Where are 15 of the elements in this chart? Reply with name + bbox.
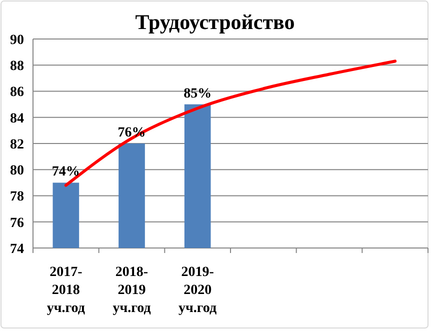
y-tick-label: 74 — [10, 242, 24, 257]
x-tick-label: 2017-2018 уч.год — [46, 265, 85, 316]
y-tick-label: 84 — [10, 111, 24, 126]
y-tick-label: 86 — [10, 85, 24, 100]
y-tick-label: 90 — [10, 32, 24, 48]
y-tick-label: 78 — [10, 190, 24, 205]
y-tick-label: 88 — [10, 59, 24, 74]
x-tick-label: 2018-2019 уч.год — [112, 265, 151, 316]
x-tick-label: 2019-2020 уч.год — [178, 265, 217, 316]
y-tick-label: 82 — [10, 137, 24, 152]
annotation: 85% — [184, 86, 212, 102]
chart-title: Трудоустройство — [135, 10, 295, 34]
annotation: 74% — [52, 164, 80, 180]
y-tick-label: 76 — [10, 216, 24, 231]
y-tick-label: 80 — [10, 164, 24, 179]
